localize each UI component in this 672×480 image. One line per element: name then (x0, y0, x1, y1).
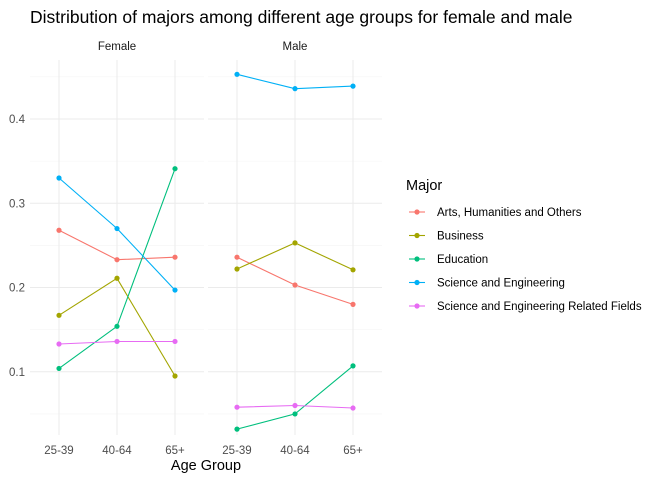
chart-title: Distribution of majors among different a… (30, 7, 572, 27)
data-point (350, 363, 356, 369)
legend-item: Arts, Humanities and Others (409, 207, 582, 219)
data-point (172, 338, 178, 345)
y-tick-label: 0.3 (9, 198, 25, 210)
x-tick-label: 40-64 (280, 445, 310, 457)
panel-label-male: Male (283, 41, 308, 53)
data-point (234, 266, 240, 272)
data-point (172, 254, 178, 260)
data-point (292, 282, 298, 288)
data-point (350, 301, 356, 307)
panel-male: Male 25-39 40-64 65+ (208, 41, 382, 457)
legend-label: Arts, Humanities and Others (437, 207, 582, 219)
legend-label: Science and Engineering (437, 278, 565, 290)
data-point (292, 86, 298, 92)
legend-item: Education (409, 254, 488, 266)
data-point (114, 257, 120, 263)
data-point (350, 83, 356, 89)
legend-swatch-point (414, 256, 420, 262)
panel-label-female: Female (98, 41, 136, 53)
data-point (172, 287, 178, 293)
legend-label: Business (437, 231, 484, 243)
panel-female: Female 25-39 40-64 65+ (30, 41, 204, 457)
data-point (56, 312, 62, 318)
data-point (292, 240, 298, 246)
legend: Major Arts, Humanities and Others Busines… (406, 178, 642, 313)
data-point (292, 402, 298, 409)
legend-title: Major (406, 178, 442, 194)
legend-swatch-point (414, 209, 420, 215)
data-point (172, 166, 178, 172)
data-point (114, 225, 120, 232)
x-axis-title: Age Group (171, 458, 241, 474)
data-point (234, 254, 240, 260)
data-point (56, 227, 62, 233)
data-point (114, 275, 120, 281)
y-axis: 0.1 0.2 0.3 0.4 (9, 114, 26, 379)
y-tick-label: 0.1 (9, 367, 25, 379)
data-point (234, 71, 240, 77)
data-point (56, 341, 62, 347)
legend-label: Education (437, 254, 488, 266)
legend-swatch-point (414, 279, 420, 286)
data-point (350, 405, 356, 411)
legend-label: Science and Engineering Related Fields (437, 301, 642, 313)
data-point (292, 411, 298, 417)
x-tick-label: 25-39 (222, 445, 251, 457)
x-tick-label: 40-64 (102, 445, 132, 457)
legend-item: Science and Engineering Related Fields (409, 301, 642, 313)
panels: Female 25-39 40-64 65+ Male 25-39 40-64 65+ (30, 41, 382, 457)
data-point (234, 426, 240, 432)
legend-item: Business (409, 231, 484, 243)
data-point (234, 404, 240, 410)
data-point (56, 175, 62, 181)
data-point (172, 373, 178, 379)
data-point (114, 338, 120, 345)
y-tick-label: 0.2 (9, 283, 25, 295)
data-point (350, 267, 356, 273)
data-point (114, 323, 120, 329)
legend-swatch-point (414, 232, 420, 239)
legend-item: Science and Engineering (409, 278, 565, 290)
x-tick-label: 65+ (165, 445, 185, 457)
y-tick-label: 0.4 (9, 114, 26, 126)
x-tick-label: 65+ (343, 445, 363, 457)
legend-swatch-point (414, 303, 420, 309)
data-point (56, 365, 62, 372)
x-tick-label: 25-39 (44, 445, 73, 457)
